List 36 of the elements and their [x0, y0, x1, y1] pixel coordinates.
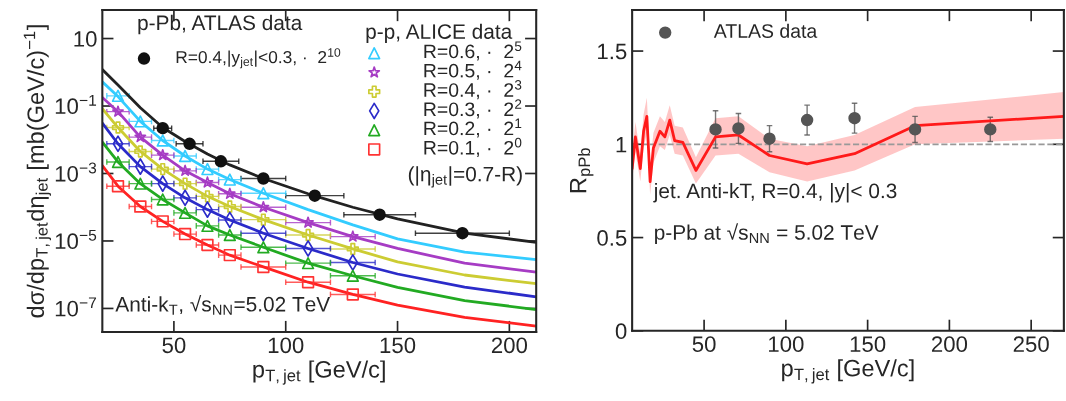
- y-tick-label: 1.5: [598, 43, 627, 60]
- y-tick-label: 0: [615, 323, 627, 340]
- y-tick-label: 10$^{−3}$: [55, 162, 97, 182]
- annotation: p-Pb at √s$_{NN}$ = 5.02 TeV: [655, 223, 879, 244]
- y-axis-title: R$_{pPb}$: [570, 148, 594, 193]
- x-tick-label: 150: [380, 337, 416, 354]
- annotation: p-Pb, ATLAS data: [138, 14, 303, 35]
- legend-label: R=0.4, · 2$^{3}$: [424, 80, 522, 100]
- annotation: (|η$_{jet}$|=0.7-R): [408, 166, 522, 188]
- x-tick-label: 200: [931, 336, 968, 353]
- legend-label: ATLAS data: [713, 23, 818, 38]
- y-tick-label: 1: [616, 137, 627, 153]
- legend-label: R=0.6, · 2$^{5}$: [424, 41, 522, 61]
- y-tick-label: 0.5: [597, 230, 627, 246]
- y-tick-label: 10: [74, 31, 97, 47]
- legend-label: R=0.4,|y$_{jet}$|<0.3, · 2$^{10}$: [176, 48, 341, 69]
- x-axis-title: p$_{T,jet}$ [GeV/c]: [253, 360, 385, 385]
- annotation: jet. Anti-kT, R=0.4, |y|< 0.3: [653, 182, 897, 203]
- annotation: Anti-k$_{T}$, √s$_{NN}$=5.02 TeV: [115, 294, 331, 315]
- x-tick-label: 250: [1013, 336, 1049, 353]
- y-tick-label: 10$^{−1}$: [55, 94, 97, 115]
- legend-label: R=0.5, · 2$^{4}$: [424, 60, 522, 80]
- legend-label: R=0.1, · 2$^{0}$: [424, 137, 522, 157]
- y-tick-label: 10$^{−5}$: [55, 229, 97, 250]
- x-tick-label: 50: [162, 337, 186, 354]
- y-tick-label: 10$^{−7}$: [55, 297, 97, 317]
- x-axis-title: p$_{T,jet}$ [GeV/c]: [782, 359, 914, 384]
- x-tick-label: 200: [491, 337, 528, 354]
- x-tick-label: 100: [268, 337, 304, 354]
- legend-label: R=0.2, · 2$^{1}$: [424, 118, 522, 138]
- y-axis-title: dσ/dp$_{T,jet}$dη$_{jet}$ [mb(GeV/c)$^{−1}$]: [23, 25, 52, 318]
- x-tick-label: 50: [692, 336, 716, 353]
- legend-title: p-p, ALICE data: [366, 23, 513, 44]
- legend-label: R=0.3, · 2$^{2}$: [424, 99, 522, 119]
- x-tick-label: 150: [850, 336, 886, 353]
- x-tick-label: 100: [769, 336, 804, 353]
